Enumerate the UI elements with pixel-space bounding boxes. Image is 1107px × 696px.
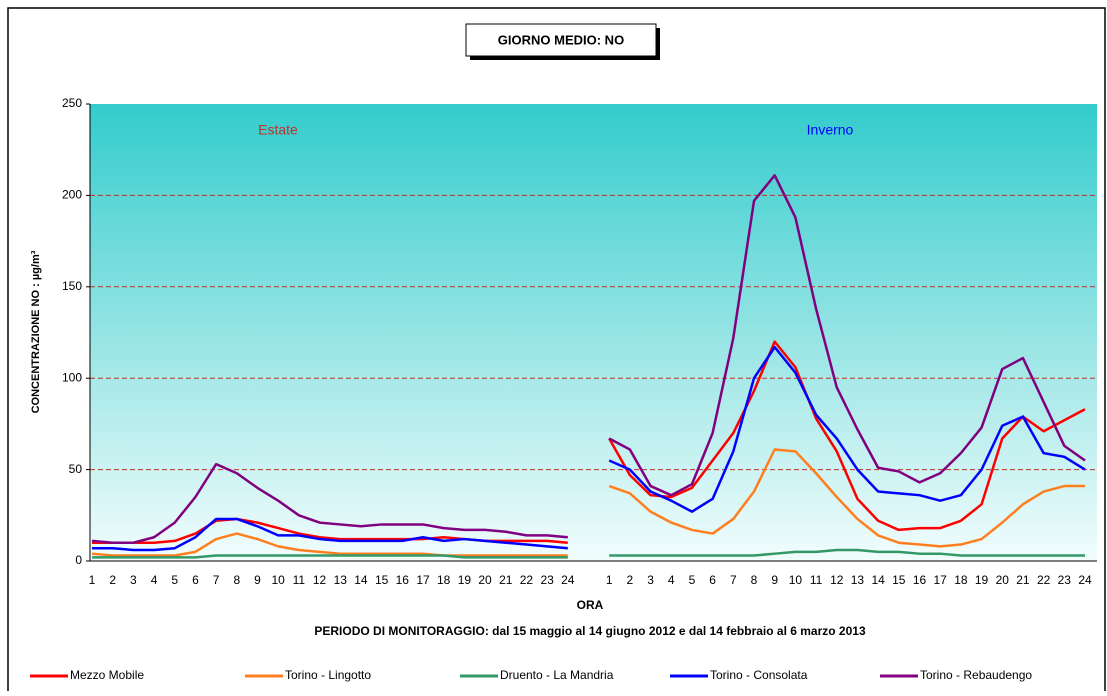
legend-label: Druento - La Mandria (500, 668, 614, 682)
legend-label: Mezzo Mobile (70, 668, 144, 682)
x-tick-label: 7 (213, 573, 220, 587)
x-tick-label: 23 (540, 573, 554, 587)
y-tick-label: 200 (62, 188, 82, 202)
x-tick-label: 21 (1016, 573, 1030, 587)
y-tick-label: 50 (69, 462, 83, 476)
y-axis-label: CONCENTRAZIONE NO : µg/m³ (30, 250, 42, 413)
x-tick-label: 22 (1037, 573, 1051, 587)
y-tick-label: 150 (62, 279, 82, 293)
x-tick-label: 6 (709, 573, 716, 587)
legend-label: Torino - Rebaudengo (920, 668, 1032, 682)
x-tick-label: 3 (647, 573, 654, 587)
subtitle: PERIODO DI MONITORAGGIO: dal 15 maggio a… (314, 624, 866, 638)
x-tick-label: 16 (913, 573, 927, 587)
x-tick-label: 18 (437, 573, 451, 587)
x-tick-label: 10 (272, 573, 286, 587)
plot-area (90, 104, 1097, 561)
x-tick-label: 23 (1058, 573, 1072, 587)
x-tick-label: 24 (561, 573, 575, 587)
x-tick-label: 12 (830, 573, 844, 587)
x-tick-label: 1 (89, 573, 96, 587)
series-line (92, 548, 1085, 559)
x-tick-label: 9 (771, 573, 778, 587)
x-tick-label: 15 (892, 573, 906, 587)
x-tick-label: 19 (458, 573, 472, 587)
x-tick-label: 6 (192, 573, 199, 587)
x-tick-label: 18 (954, 573, 968, 587)
x-tick-label: 17 (934, 573, 948, 587)
x-tick-label: 8 (233, 573, 240, 587)
x-tick-label: 4 (668, 573, 675, 587)
x-tick-label: 10 (789, 573, 803, 587)
x-tick-label: 2 (109, 573, 116, 587)
x-tick-label: 15 (375, 573, 389, 587)
x-tick-label: 14 (871, 573, 885, 587)
y-tick-label: 100 (62, 370, 82, 384)
x-tick-label: 7 (730, 573, 737, 587)
chart-title: GIORNO MEDIO: NO (498, 32, 624, 47)
x-tick-label: 13 (334, 573, 348, 587)
x-tick-label: 14 (354, 573, 368, 587)
series-line (91, 448, 1085, 557)
x-axis-label: ORA (577, 598, 604, 612)
x-tick-label: 5 (689, 573, 696, 587)
x-tick-label: 20 (478, 573, 492, 587)
x-tick-label: 9 (254, 573, 261, 587)
x-tick-label: 20 (996, 573, 1010, 587)
x-tick-label: 3 (130, 573, 137, 587)
y-tick-label: 250 (62, 96, 82, 110)
x-tick-label: 4 (151, 573, 158, 587)
x-tick-label: 2 (627, 573, 634, 587)
x-tick-label: 5 (171, 573, 178, 587)
title-box (465, 23, 657, 57)
x-tick-label: 12 (313, 573, 327, 587)
y-tick-label: 0 (75, 553, 82, 567)
x-tick-label: 19 (975, 573, 989, 587)
annotation: Estate (258, 122, 298, 138)
legend-label: Torino - Lingotto (285, 668, 371, 682)
annotation: Inverno (807, 122, 854, 138)
x-tick-label: 17 (416, 573, 430, 587)
x-tick-label: 24 (1078, 573, 1092, 587)
x-tick-label: 22 (520, 573, 534, 587)
series-line (91, 174, 1086, 544)
x-tick-label: 21 (499, 573, 513, 587)
x-tick-label: 8 (751, 573, 758, 587)
x-tick-label: 11 (810, 573, 823, 587)
x-tick-label: 16 (396, 573, 410, 587)
series-line (92, 345, 1086, 552)
x-tick-label: 1 (606, 573, 613, 587)
legend-label: Torino - Consolata (710, 668, 808, 682)
x-tick-label: 13 (851, 573, 865, 587)
x-tick-label: 11 (293, 573, 306, 587)
